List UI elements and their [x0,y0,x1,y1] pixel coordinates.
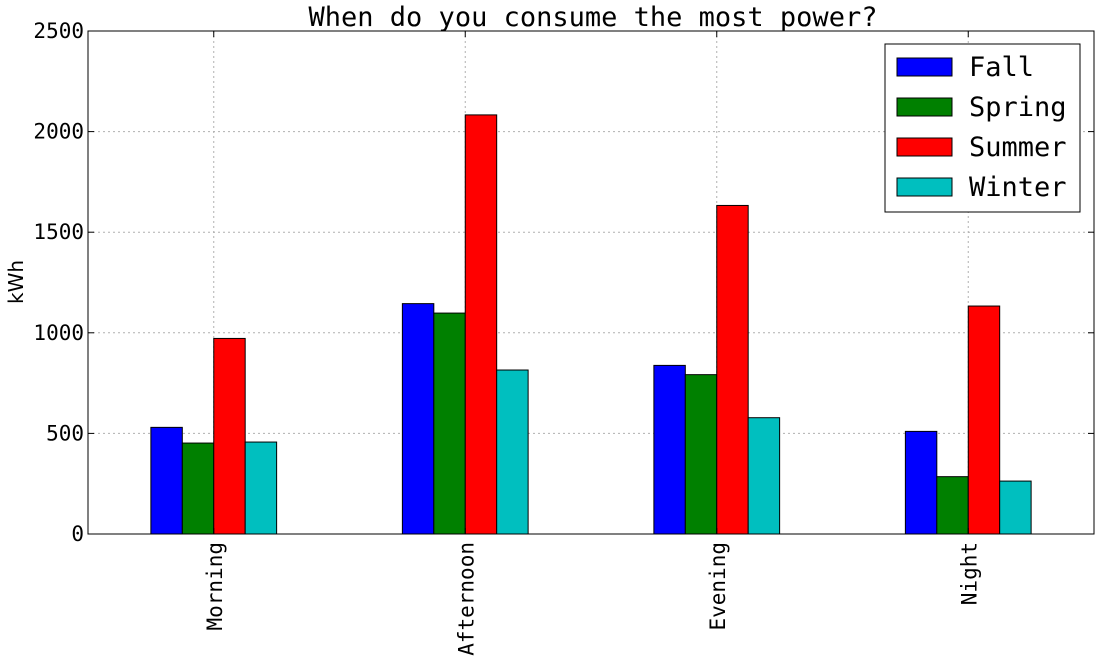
legend-swatch-winter [896,177,953,197]
y-tick-label: 1500 [33,220,84,244]
y-tick-label: 1000 [33,321,84,345]
x-tick-label: Night [957,542,981,605]
legend-label-winter: Winter [969,172,1067,203]
legend-swatch-spring [896,97,953,117]
y-tick-label: 2000 [33,120,84,144]
legend-label-fall: Fall [969,52,1034,83]
y-ticks: 0 500 1000 1500 2000 2500 [33,19,1094,546]
plot-frame [87,30,1095,535]
legend: Fall Spring Summer Winter [884,43,1081,213]
bar-spring-night [936,476,969,535]
bar-winter-morning [244,441,278,535]
x-tick-label: Morning [203,542,227,631]
y-axis-label: kWh [4,260,28,304]
bar-spring-afternoon [433,312,466,535]
y-tick-label: 500 [46,421,84,445]
bar-summer-afternoon [464,114,498,535]
bar-fall-morning [150,426,183,535]
bar-summer-night [967,305,1001,535]
bar-winter-night [999,480,1032,535]
y-tick-label: 2500 [33,19,84,43]
bar-winter-afternoon [496,369,529,535]
legend-label-spring: Spring [969,92,1067,123]
bar-fall-evening [653,364,686,535]
x-tick-label: Afternoon [454,542,478,656]
x-ticks: Morning Afternoon Evening Night [203,31,981,656]
bar-spring-evening [684,374,718,535]
legend-swatch-fall [896,57,953,77]
bar-spring-morning [181,442,215,535]
bar-fall-afternoon [401,303,435,535]
legend-swatch-summer [896,137,953,157]
bar-summer-evening [716,204,749,535]
bar-winter-evening [747,417,781,535]
chart-title: When do you consume the most power? [309,2,878,33]
bar-fall-night [904,430,938,535]
bar-summer-morning [213,337,246,535]
x-tick-label: Evening [706,542,730,631]
legend-label-summer: Summer [969,132,1067,163]
y-tick-label: 0 [71,522,84,546]
